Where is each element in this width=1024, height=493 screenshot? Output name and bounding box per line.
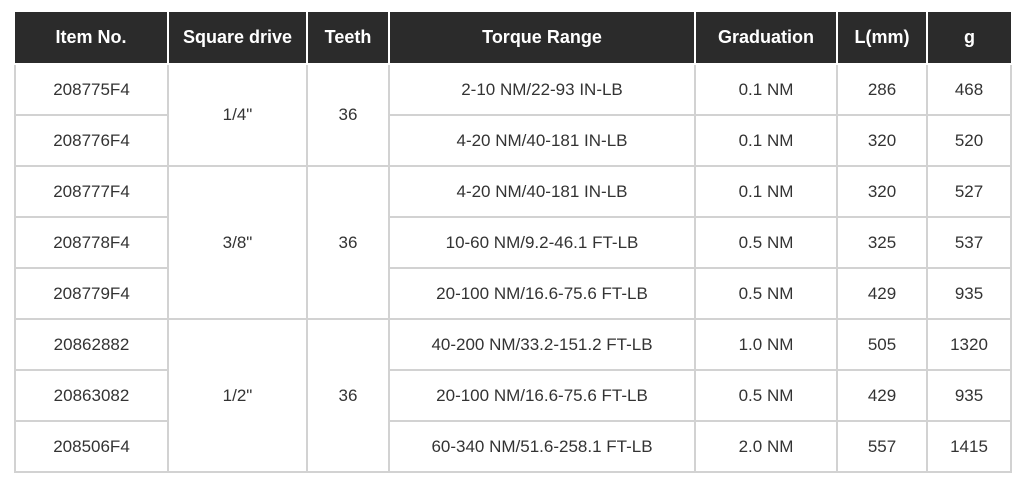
header-row: Item No. Square drive Teeth Torque Range Gra… — [15, 12, 1011, 65]
length: 505 — [836, 318, 928, 371]
item-no: 208506F4 — [14, 420, 169, 473]
item-no: 20862882 — [14, 318, 169, 371]
table-row: 20862882 1/2" 36 40-200 NM/33.2-151.2 FT-LB… — [14, 318, 1012, 473]
square-drive: 1/2" — [167, 318, 308, 473]
length: 286 — [836, 63, 928, 116]
weight: 935 — [926, 267, 1012, 320]
table-row: 208506F4 60-340 NM/51.6-258.1 FT-LB 2.0 NM… — [14, 420, 1012, 473]
item-no: 20863082 — [14, 369, 169, 422]
length: 325 — [836, 216, 928, 269]
spec-table: Item No. Square drive Teeth Torque Range Gra… — [14, 12, 1012, 473]
header-cell: Square drive — [167, 12, 308, 65]
graduation: 0.5 NM — [694, 216, 838, 269]
weight: 935 — [926, 369, 1012, 422]
weight: 468 — [926, 63, 1012, 116]
graduation: 1.0 NM — [694, 318, 838, 371]
header-cell: L(mm) — [836, 12, 928, 65]
length: 429 — [836, 369, 928, 422]
torque-range: 10-60 NM/9.2-46.1 FT-LB — [388, 216, 696, 269]
header-cell: Torque Range — [388, 12, 696, 65]
weight: 520 — [926, 114, 1012, 167]
table-body: 208775F4 1/4" 36 2-10 NM/22-93 IN-LB 0.1 NM 2… — [14, 63, 1012, 473]
length: 557 — [836, 420, 928, 473]
torque-range: 4-20 NM/40-181 IN-LB — [388, 165, 696, 218]
teeth: 36 — [306, 165, 390, 320]
item-no: 208775F4 — [14, 63, 169, 116]
torque-range: 2-10 NM/22-93 IN-LB — [388, 63, 696, 116]
item-no: 208778F4 — [14, 216, 169, 269]
length: 320 — [836, 114, 928, 167]
header-cell: Item No. — [15, 12, 169, 65]
table-row: 208778F4 10-60 NM/9.2-46.1 FT-LB 0.5 NM 325… — [14, 216, 1012, 269]
torque-range: 20-100 NM/16.6-75.6 FT-LB — [388, 267, 696, 320]
item-no: 208776F4 — [14, 114, 169, 167]
graduation: 0.1 NM — [694, 63, 838, 116]
graduation: 0.5 NM — [694, 267, 838, 320]
graduation: 0.5 NM — [694, 369, 838, 422]
graduation: 2.0 NM — [694, 420, 838, 473]
teeth: 36 — [306, 318, 390, 473]
weight: 537 — [926, 216, 1012, 269]
header-cell: g — [926, 12, 1011, 65]
table-row: 20863082 20-100 NM/16.6-75.6 FT-LB 0.5 NM 4… — [14, 369, 1012, 422]
torque-range: 40-200 NM/33.2-151.2 FT-LB — [388, 318, 696, 371]
weight: 527 — [926, 165, 1012, 218]
weight: 1320 — [926, 318, 1012, 371]
graduation: 0.1 NM — [694, 114, 838, 167]
table-row: 208775F4 1/4" 36 2-10 NM/22-93 IN-LB 0.1 NM 2… — [14, 63, 1012, 167]
weight: 1415 — [926, 420, 1012, 473]
torque-range: 60-340 NM/51.6-258.1 FT-LB — [388, 420, 696, 473]
header-cell: Teeth — [306, 12, 390, 65]
square-drive: 1/4" — [167, 63, 308, 167]
item-no: 208777F4 — [14, 165, 169, 218]
graduation: 0.1 NM — [694, 165, 838, 218]
length: 429 — [836, 267, 928, 320]
square-drive: 3/8" — [167, 165, 308, 320]
length: 320 — [836, 165, 928, 218]
table-row: 208777F4 3/8" 36 4-20 NM/40-181 IN-LB 0.1 NM… — [14, 165, 1012, 320]
table-row: 208779F4 20-100 NM/16.6-75.6 FT-LB 0.5 NM 4… — [14, 267, 1012, 320]
table-container: Item No. Square drive Teeth Torque Range Gra… — [14, 12, 1012, 473]
item-no: 208779F4 — [14, 267, 169, 320]
header-cell: Graduation — [694, 12, 838, 65]
torque-range: 20-100 NM/16.6-75.6 FT-LB — [388, 369, 696, 422]
torque-range: 4-20 NM/40-181 IN-LB — [388, 114, 696, 167]
table-row: 208776F4 4-20 NM/40-181 IN-LB 0.1 NM 320 520 — [14, 114, 1012, 167]
teeth: 36 — [306, 63, 390, 167]
